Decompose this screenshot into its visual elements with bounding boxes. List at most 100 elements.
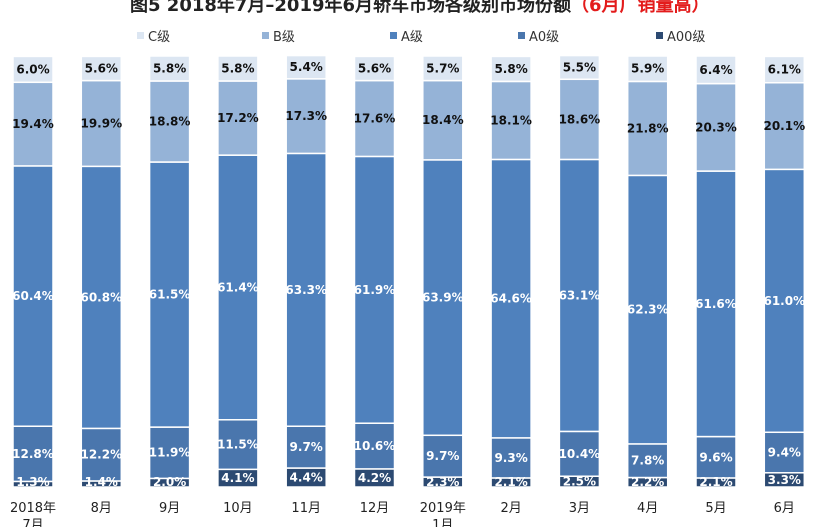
bar-segment bbox=[490, 437, 532, 479]
data-label: 61.6% bbox=[695, 297, 737, 311]
data-label: 2.5% bbox=[563, 475, 596, 489]
data-label: 63.9% bbox=[422, 291, 464, 305]
bar-segment bbox=[422, 79, 464, 161]
data-label: 5.8% bbox=[153, 61, 186, 75]
bars: 1.3% 12.8% 60.4% 19.4% 6.0% 1.4% 12.2% 60.8% 19.… bbox=[12, 54, 806, 489]
x-tick-label: 3月 bbox=[569, 501, 590, 516]
bar-stack: 4.1% 11.5% 61.4% 17.2% 5.8% bbox=[217, 55, 259, 488]
bar-segment bbox=[148, 55, 191, 82]
data-label: 12.2% bbox=[80, 448, 122, 462]
data-label: 18.6% bbox=[559, 112, 601, 126]
data-label: 21.8% bbox=[627, 121, 669, 135]
data-label: 10.4% bbox=[559, 447, 601, 461]
data-label: 3.3% bbox=[768, 473, 801, 487]
bar-segment bbox=[422, 55, 464, 82]
x-axis: 2018年 7月 8月 9月 10月 11月 12月 2019年 1月 2月 3月 4月 5月 6月 bbox=[10, 501, 795, 527]
data-label: 60.8% bbox=[80, 290, 122, 304]
data-label: 6.4% bbox=[699, 63, 732, 77]
legend-label: A级 bbox=[401, 30, 423, 45]
data-label: 18.4% bbox=[422, 113, 464, 127]
data-label: 5.6% bbox=[85, 61, 118, 75]
chart-title: 图5 2018年7月–2019年6月轿车市场各级别市场份额（6月广销量高） bbox=[130, 0, 710, 17]
bar-segment bbox=[626, 443, 669, 479]
bar-segment bbox=[12, 55, 54, 84]
x-tick-label: 11月 bbox=[291, 501, 321, 516]
data-label: 2.1% bbox=[699, 475, 732, 489]
x-tick-label: 9月 bbox=[159, 501, 180, 516]
bar-stack: 2.5% 10.4% 63.1% 18.6% 5.5% bbox=[558, 54, 601, 489]
bar-segment bbox=[490, 55, 532, 83]
x-tick-label: 6月 bbox=[774, 501, 795, 516]
bar-segment bbox=[626, 55, 669, 83]
data-label: 9.7% bbox=[426, 449, 459, 463]
legend-swatch bbox=[656, 32, 663, 39]
data-label: 10.6% bbox=[354, 439, 396, 453]
x-tick-label: 12月 bbox=[360, 501, 390, 516]
data-label: 60.4% bbox=[12, 289, 54, 303]
data-label: 17.2% bbox=[217, 111, 259, 125]
data-label: 9.6% bbox=[699, 450, 732, 464]
x-tick-label: 10月 bbox=[223, 501, 253, 516]
data-label: 2.0% bbox=[153, 475, 186, 489]
bar-segment bbox=[422, 434, 464, 478]
bar-segment bbox=[80, 165, 123, 430]
data-label: 9.4% bbox=[768, 446, 801, 460]
bar-stack: 2.1% 9.6% 61.6% 20.3% 6.4% bbox=[695, 55, 737, 489]
bar-segment bbox=[695, 82, 737, 172]
bar-segment bbox=[217, 419, 259, 471]
bar-segment bbox=[12, 165, 54, 427]
data-label: 20.1% bbox=[763, 119, 805, 133]
legend: C级 B级 A级 A0级 A00级 bbox=[137, 30, 705, 45]
bar-segment bbox=[763, 81, 806, 171]
bar-segment bbox=[80, 427, 123, 482]
data-label: 6.1% bbox=[768, 63, 801, 77]
bar-segment bbox=[695, 55, 737, 85]
bar-segment bbox=[490, 158, 532, 439]
data-label: 4.4% bbox=[290, 471, 323, 485]
x-tick-label: 2月 bbox=[500, 501, 521, 516]
data-label: 12.8% bbox=[12, 447, 54, 461]
bar-segment bbox=[626, 174, 669, 445]
legend-label: B级 bbox=[273, 30, 295, 45]
data-label: 63.1% bbox=[559, 288, 601, 302]
data-label: 2.2% bbox=[631, 475, 664, 489]
data-label: 61.9% bbox=[354, 283, 396, 297]
legend-swatch bbox=[390, 32, 397, 39]
bar-segment bbox=[558, 54, 601, 81]
data-label: 62.3% bbox=[627, 303, 669, 317]
bar-stack: 4.4% 9.7% 63.3% 17.3% 5.4% bbox=[285, 54, 327, 488]
title-accent: （6月广销量高） bbox=[571, 0, 710, 16]
bar-segment bbox=[148, 161, 191, 428]
data-label: 5.5% bbox=[563, 60, 596, 74]
bar-segment bbox=[217, 154, 259, 421]
data-label: 20.3% bbox=[695, 120, 737, 134]
data-label: 2.1% bbox=[494, 475, 527, 489]
bar-stack: 2.3% 9.7% 63.9% 18.4% 5.7% bbox=[422, 55, 464, 489]
bar-segment bbox=[353, 55, 396, 82]
data-label: 11.5% bbox=[217, 438, 259, 452]
bar-segment bbox=[695, 435, 737, 479]
bar-stack: 2.0% 11.9% 61.5% 18.8% 5.8% bbox=[148, 55, 191, 489]
data-label: 61.5% bbox=[149, 288, 191, 302]
bar-segment bbox=[217, 55, 259, 82]
data-label: 9.3% bbox=[494, 451, 527, 465]
bar-segment bbox=[558, 78, 601, 161]
x-tick-label: 5月 bbox=[705, 501, 726, 516]
data-label: 61.4% bbox=[217, 280, 259, 294]
bar-segment bbox=[353, 79, 396, 158]
bar-segment bbox=[285, 54, 327, 80]
x-tick-label: 8月 bbox=[91, 501, 112, 516]
bar-segment bbox=[763, 168, 806, 434]
data-label: 5.4% bbox=[290, 60, 323, 74]
bar-segment bbox=[763, 55, 806, 84]
data-label: 17.6% bbox=[354, 111, 396, 125]
bar-segment bbox=[558, 430, 601, 477]
bar-segment bbox=[558, 158, 601, 433]
x-tick-label: 4月 bbox=[637, 501, 658, 516]
data-label: 5.9% bbox=[631, 62, 664, 76]
data-label: 18.8% bbox=[149, 115, 191, 129]
legend-label: A00级 bbox=[667, 30, 705, 45]
legend-swatch bbox=[518, 32, 525, 39]
